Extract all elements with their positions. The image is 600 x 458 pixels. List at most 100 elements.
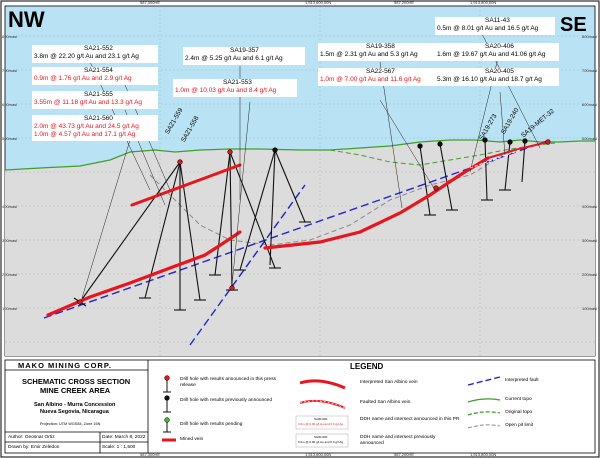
callout-name: SA21-554 <box>84 67 113 74</box>
drill-hole <box>504 141 511 191</box>
coord-bottom-1: 587,300HE <box>140 452 161 457</box>
drawn-by-label: Drawn by: Emir Zeledon <box>8 445 60 450</box>
callout-value: 3.55m @ 11.18 g/t Au and 13.3 g/t Ag <box>34 99 143 106</box>
callout-name: SA21-553 <box>223 79 252 86</box>
elevation-label: 500masl <box>2 136 18 141</box>
callout-value: 1.0m @ 7.00 g/t Au and 11.6 g/t Ag <box>320 76 421 83</box>
title-block-frame <box>4 359 596 454</box>
callout-name: SA21-555 <box>84 91 113 98</box>
elevation-label: 300masl <box>2 238 18 243</box>
legend-ddh-pr: DDH name and intersect announced in this… <box>360 417 460 422</box>
scale-label: Scale: 1 : 1,500 <box>102 445 136 450</box>
callout-sa19-357: SA19-357 2.4m @ 5.25 g/t Au and 6.1 g/t … <box>183 47 305 65</box>
legend-heading: LEGEND <box>350 362 384 371</box>
coord-bottom-3: 587,200HE <box>394 452 415 457</box>
elevation-label: 400masl <box>2 204 18 209</box>
legend-dh-press: Drill hole with results announced in thi… <box>180 377 276 388</box>
callout-name: SA19-358 <box>366 43 395 50</box>
interpreted-vein <box>130 163 242 207</box>
callout-name: SA20-406 <box>485 43 514 50</box>
open-pit-limit <box>149 149 511 246</box>
legend-dh-prev: Drill hole with results previously annou… <box>180 398 272 403</box>
elevation-label: 300masl <box>582 238 598 243</box>
legend-sample-pr-name: SA00-000 <box>314 417 328 421</box>
coord-top-2: 1,513,600,00N <box>305 0 332 5</box>
elevation-label: 600masl <box>2 102 18 107</box>
callout-name: SA19-357 <box>230 47 259 54</box>
callout-name: SA21-560 <box>84 115 113 122</box>
legend-sample-prev-value: 0.0m @ 0.00 g/t Au and 0.0 g/t Ag <box>298 440 344 444</box>
callout-sa20-406: SA20-406 1.6m @ 19.67 g/t Au and 41.06 g… <box>435 43 559 61</box>
callout-sa20-405: SA20-405 5.3m @ 16.10 g/t Au and 18.7 g/… <box>435 68 559 86</box>
callout-sa22-567: SA22-567 1.0m @ 7.00 g/t Au and 11.6 g/t… <box>318 68 438 86</box>
elevation-label: 500masl <box>582 136 598 141</box>
callout-name: SA20-405 <box>485 68 514 75</box>
original-topo-line <box>329 142 556 166</box>
coord-bottom-4: 1,513,800,00N <box>470 452 497 457</box>
elevation-label: 800masl <box>582 34 598 39</box>
callout-sa19-358: SA19-358 1.5m @ 2.31 g/t Au and 5.3 g/t … <box>318 43 438 61</box>
legend-interp-fault: Interpreted fault <box>505 378 539 383</box>
coord-bottom-2: 1,513,600,00N <box>305 452 332 457</box>
direction-nw: NW <box>8 7 45 32</box>
elevation-label: 400masl <box>582 204 598 209</box>
drill-hole <box>484 139 488 201</box>
callout-sa21-554: SA21-554 0.9m @ 1.76 g/t Au and 2.9 g/t … <box>32 67 158 85</box>
elevation-label: 600masl <box>582 102 598 107</box>
callout-sa21-555: SA21-555 3.55m @ 11.18 g/t Au and 13.3 g… <box>32 91 158 109</box>
section-title-line2: MINE CREEK AREA <box>40 386 111 395</box>
callout-sa11-43: SA11-43 0.5m @ 8.01 g/t Au and 16.5 g/t … <box>435 17 555 35</box>
legend-dh-pending: Drill hole with results pending <box>180 422 243 427</box>
coord-top-3: 587,200HE <box>394 0 415 5</box>
interpreted-fault-line-2 <box>189 184 306 346</box>
drill-hole <box>239 149 276 271</box>
callout-name: SA11-43 <box>485 17 510 24</box>
drill-hole <box>419 145 431 216</box>
callout-value: 0.9m @ 1.76 g/t Au and 2.9 g/t Ag <box>34 75 132 82</box>
legend-faulted-vein: Faulted San Albino vein <box>360 400 411 405</box>
drill-hole-ends <box>73 189 511 311</box>
drill-hole <box>274 149 306 223</box>
legend-interp-vein: Interpreted San Albino vein <box>360 380 418 385</box>
callout-value: 5.3m @ 16.10 g/t Au and 18.7 g/t Ag <box>437 76 542 83</box>
elevation-label: 100masl <box>582 306 598 311</box>
drill-hole <box>214 151 231 276</box>
subtitle-2: Nueva Segovia, Nicaragua <box>40 409 109 415</box>
callout-value: 2.0m @ 43.73 g/t Au and 24.5 g/t Ag <box>34 123 139 130</box>
callout-value: 1.6m @ 19.67 g/t Au and 41.06 g/t Ag <box>437 51 546 58</box>
interpreted-vein <box>263 156 490 250</box>
direction-se: SE <box>560 14 587 36</box>
ground-area <box>5 140 595 356</box>
drill-hole <box>79 161 181 303</box>
legend-open-pit: Open pit limit <box>505 423 533 428</box>
legend-ddh-prev: DDH name and intersect previously announ… <box>360 435 436 446</box>
callout-value: 1.0m @ 10.03 g/t Au and 8.4 g/t Ag <box>175 87 277 94</box>
elevation-label: 700masl <box>582 68 598 73</box>
callout-name: SA21-552 <box>84 45 113 52</box>
company-name: MAKO MINING CORP. <box>18 361 112 370</box>
callout-sa21-552: SA21-552 3.8m @ 22.20 g/t Au and 23.1 g/… <box>32 45 158 63</box>
drill-collars <box>77 137 551 305</box>
drill-hole <box>229 151 233 291</box>
faulted-vein-outline <box>469 149 521 169</box>
projection-note: Projection: UTM WGS84, Zone 16N <box>40 422 101 426</box>
callout-sa21-560: SA21-560 2.0m @ 43.73 g/t Au and 24.5 g/… <box>32 115 158 141</box>
coord-top-1: 587,300HE <box>140 0 161 5</box>
date-label: Date: March 8, 2022 <box>102 435 146 440</box>
callout-value: 0.5m @ 8.01 g/t Au and 16.5 g/t Ag <box>437 25 539 32</box>
author-label: Author: Geosnar Ortiz <box>8 435 55 440</box>
drill-hole <box>439 143 453 211</box>
legend-sample-pr-value: 0.0m @ 0.00 g/t Au and 0.0 g/t Ag <box>298 422 344 426</box>
callout-sa21-553: SA21-553 1.0m @ 10.03 g/t Au and 8.4 g/t… <box>173 79 297 97</box>
subtitle-1: San Albino - Murra Concession <box>34 402 116 408</box>
elevation-label: 800masl <box>2 34 18 39</box>
coord-top-4: 1,513,800,00N <box>470 0 497 5</box>
callout-name: SA22-567 <box>366 68 395 75</box>
legend-sample-prev-name: SA00-000 <box>314 435 328 439</box>
legend-mined-vein: Mined vein <box>180 437 204 442</box>
callout-value: 2.4m @ 5.25 g/t Au and 6.1 g/t Ag <box>185 55 283 62</box>
legend-symbols <box>162 375 501 448</box>
callout-value: 1.5m @ 2.31 g/t Au and 5.3 g/t Ag <box>320 51 418 58</box>
elevation-label: 200masl <box>582 272 598 277</box>
interpreted-vein <box>46 230 242 317</box>
